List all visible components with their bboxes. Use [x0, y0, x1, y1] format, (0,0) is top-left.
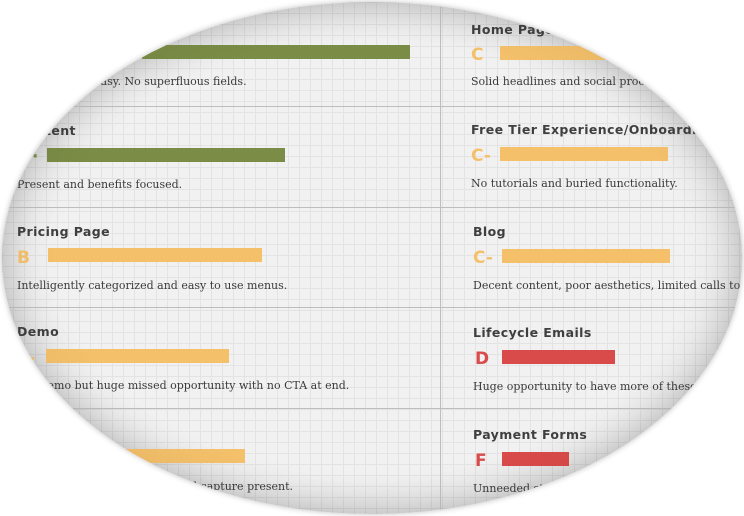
row-divider — [2, 106, 440, 107]
card-description: d capture present. — [190, 480, 294, 493]
card-title: tent — [45, 123, 76, 138]
grade-bar — [46, 349, 229, 363]
grade-letter: - — [28, 348, 36, 368]
row-divider — [441, 106, 742, 107]
grade-letter: F — [475, 451, 487, 471]
grade-letter: · — [32, 147, 39, 167]
card-description: Decent content, poor aesthetics, limited… — [473, 279, 742, 292]
card-description: Unneeded ste — [473, 482, 551, 495]
grade-bar — [142, 45, 410, 59]
card-title: Pricing Page — [17, 224, 110, 239]
card-title: Free Tier Experience/Onboarding — [471, 122, 716, 137]
row-divider — [2, 207, 440, 208]
row-divider — [2, 307, 440, 308]
row-divider — [441, 307, 742, 308]
card-description: Solid headlines and social proof, po — [471, 75, 670, 88]
grade-letter: C- — [471, 146, 491, 166]
card-title: Blog — [473, 224, 506, 239]
column-divider — [440, 2, 441, 514]
grade-bar — [500, 147, 668, 161]
card-title: Demo — [17, 324, 60, 339]
grade-bar — [502, 249, 670, 263]
grade-letter: D — [475, 349, 490, 369]
card-description: Present and benefits focused. — [17, 178, 183, 191]
grade-bar — [500, 46, 683, 60]
grade-bar — [502, 452, 569, 466]
grade-letter: C — [471, 45, 484, 65]
grade-letter: B — [17, 248, 30, 268]
card-title: Payment Forms — [473, 427, 588, 442]
card-description: Intelligently categorized and easy to us… — [17, 279, 288, 292]
grade-bar — [502, 350, 615, 364]
grade-bar — [48, 248, 262, 262]
card-description: No tutorials and buried functionality. — [471, 177, 678, 190]
grade-letter: C- — [473, 248, 493, 268]
row-divider — [2, 408, 440, 409]
row-divider — [441, 408, 742, 409]
row-divider — [441, 207, 742, 208]
card-title: Lifecycle Emails — [473, 325, 592, 340]
grade-bar — [92, 449, 245, 463]
card-description: easy. No superfluous fields. — [94, 75, 247, 88]
card-title: Home Page — [471, 22, 555, 37]
card-description: lemo but huge missed opportunity with no… — [44, 379, 350, 392]
card-description: Huge opportunity to have more of these a… — [473, 380, 732, 393]
grade-bar — [47, 148, 285, 162]
